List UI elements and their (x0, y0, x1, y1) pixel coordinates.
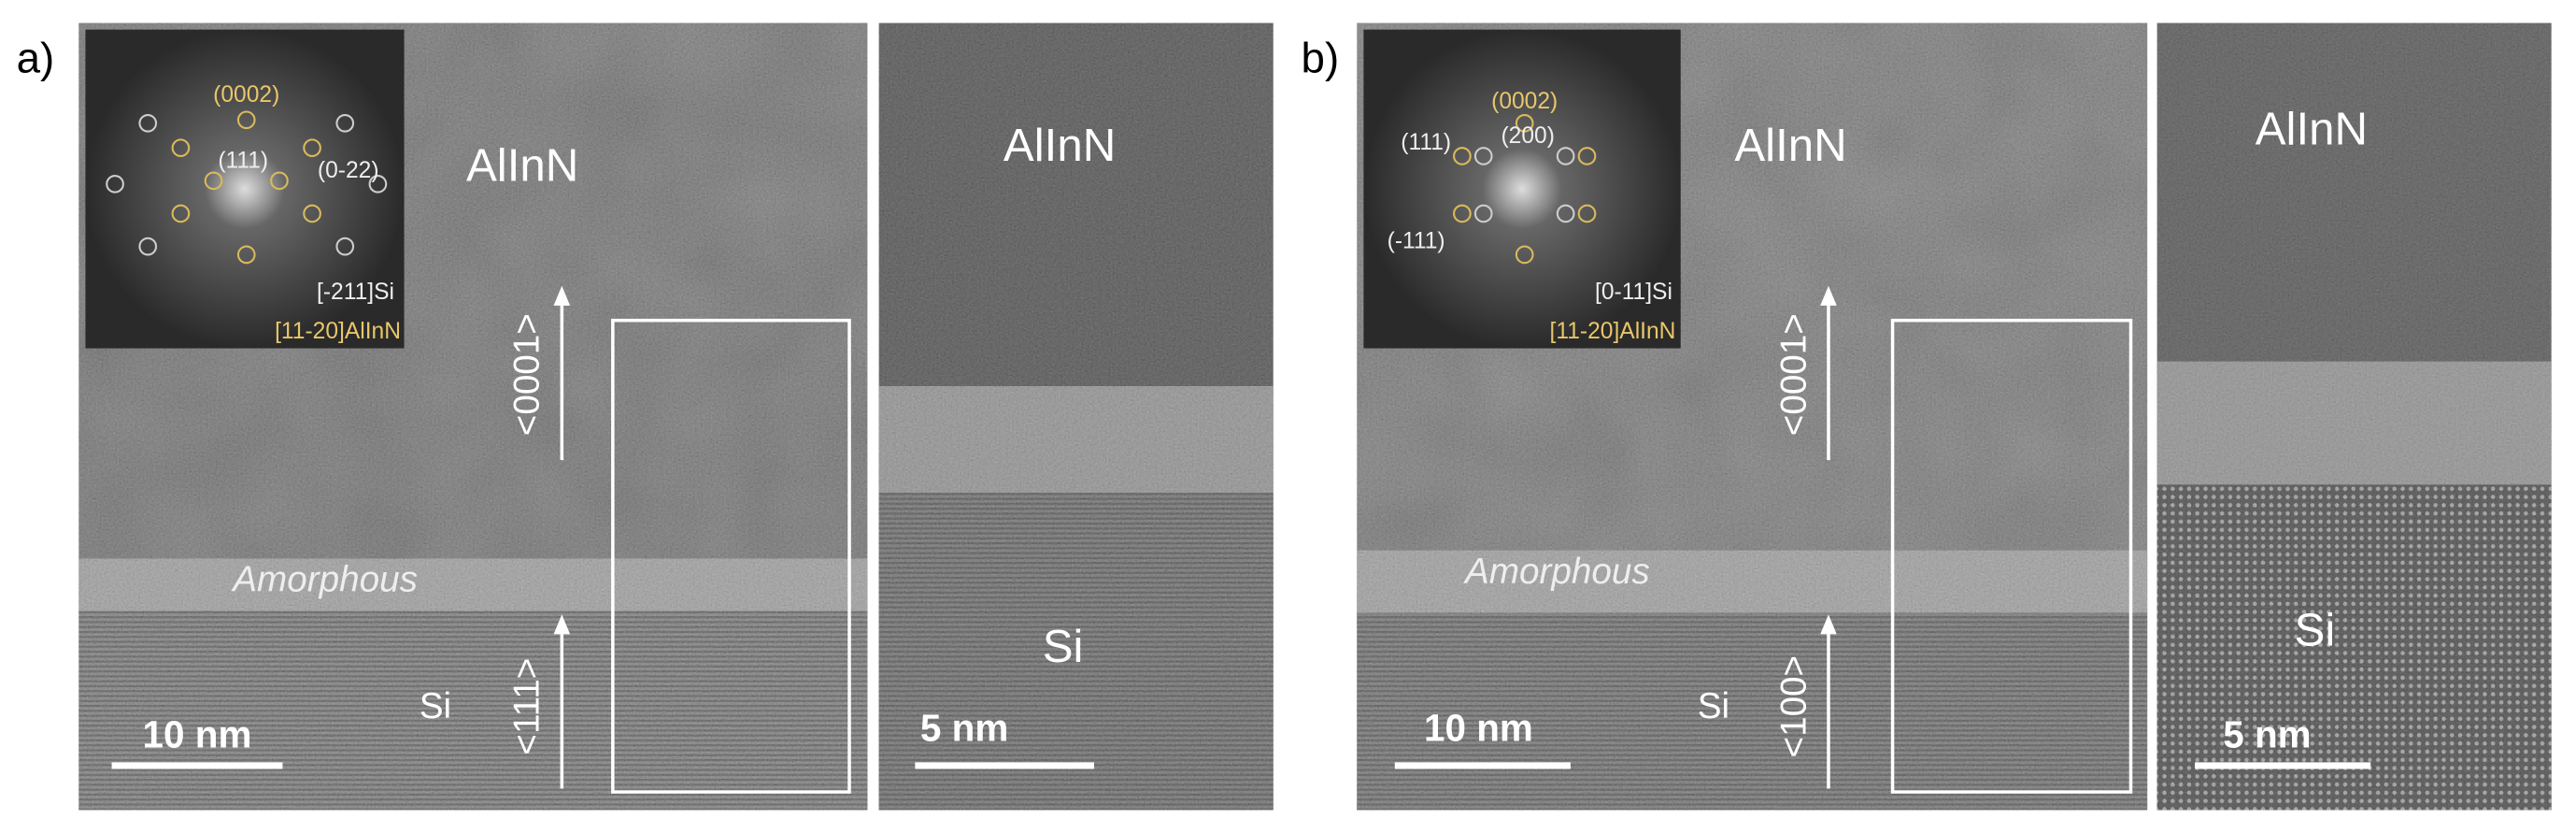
layer-label: AlInN (2256, 104, 2368, 155)
layer-label: Amorphous (1463, 552, 1650, 592)
direction-label: <0001> (507, 313, 548, 436)
fft-spot: (111) (218, 148, 268, 173)
panel-label: a) (17, 34, 55, 81)
scale-bar-label: 10 nm (143, 713, 252, 756)
layer-label: AlInN (1734, 120, 1846, 171)
layer-label: AlInN (1003, 120, 1116, 171)
scale-bar-label: 10 nm (1424, 707, 1533, 750)
panel-b-fft (1363, 29, 1681, 349)
zone-axis: [0-11]Si (1595, 280, 1672, 305)
fft-spot: (200) (1501, 123, 1554, 149)
fft-spot: (0002) (1491, 89, 1558, 114)
layer-label: Si (2295, 605, 2336, 656)
zone-axis: [-211]Si (317, 280, 394, 305)
direction-label: <0001> (1773, 313, 1814, 436)
layer-label: Si (420, 686, 451, 726)
zone-axis: [11-20]AlInN (275, 319, 401, 344)
panel-a-zoom (878, 22, 1274, 811)
layer-label: Si (1043, 621, 1084, 672)
fft-spot: (111) (1401, 130, 1451, 155)
direction-label: <111> (507, 658, 548, 755)
fft-spot: (-111) (1388, 228, 1445, 253)
layer-label: Si (1698, 686, 1729, 726)
zone-axis: [11-20]AlInN (1550, 319, 1676, 344)
fft-spot: (0-22) (318, 158, 379, 183)
layer-label: Amorphous (231, 560, 418, 600)
panel-label: b) (1302, 34, 1340, 81)
fft-spot: (0002) (213, 82, 279, 108)
panel-a-fft (85, 29, 405, 349)
layer-label: AlInN (466, 139, 578, 191)
direction-label: <100> (1773, 655, 1814, 758)
panel-b-zoom (2156, 22, 2552, 811)
scale-bar-label: 5 nm (2223, 713, 2311, 756)
scale-bar-label: 5 nm (920, 707, 1008, 750)
